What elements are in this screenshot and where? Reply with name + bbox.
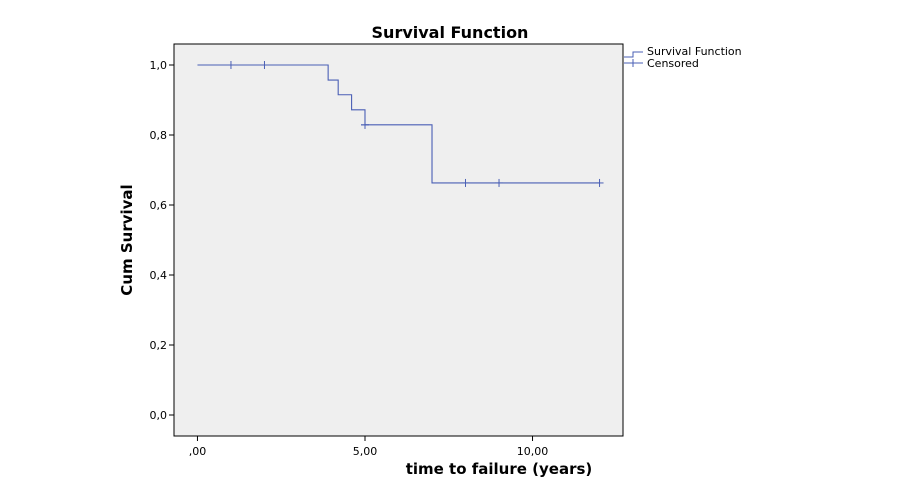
y-axis: 0,0 0,2 0,4 0,6 0,8 1,0: [150, 59, 174, 422]
chart-title: Survival Function: [372, 23, 529, 42]
y-tick-label: 0,2: [150, 339, 168, 352]
censored-marker: [360, 120, 369, 129]
y-axis-label: Cum Survival: [118, 184, 136, 295]
legend-survival-swatch: [624, 51, 643, 58]
x-tick-label: ,00: [189, 445, 207, 458]
x-tick-label: 10,00: [517, 445, 549, 458]
survival-function-line: [197, 64, 600, 184]
legend-survival-label: Survival Function: [647, 45, 742, 58]
x-axis-label: time to failure (years): [406, 460, 593, 478]
survival-chart: Survival Function 0,0 0,2 0,4 0,6 0,8 1,0 ,00…: [100, 0, 760, 490]
censored-marker: [226, 61, 235, 69]
censored-marker: [595, 178, 604, 187]
legend-censored-swatch: [624, 59, 643, 67]
censored-marker: [260, 61, 269, 69]
y-tick-label: 0,0: [150, 409, 168, 422]
x-axis: ,00 5,00 10,00: [189, 436, 549, 458]
y-tick-label: 0,4: [150, 269, 168, 282]
y-tick-label: 1,0: [150, 59, 168, 72]
x-tick-label: 5,00: [353, 445, 378, 458]
censored-marker: [495, 178, 504, 187]
legend-censored-label: Censored: [647, 57, 699, 70]
legend: Survival Function Censored: [624, 45, 742, 70]
y-tick-label: 0,8: [150, 129, 168, 142]
chart-svg: Survival Function 0,0 0,2 0,4 0,6 0,8 1,0 ,00…: [118, 23, 742, 478]
plot-area: [173, 43, 624, 437]
series-layer: [197, 61, 604, 187]
y-tick-label: 0,6: [150, 199, 168, 212]
censored-marker: [461, 178, 470, 187]
